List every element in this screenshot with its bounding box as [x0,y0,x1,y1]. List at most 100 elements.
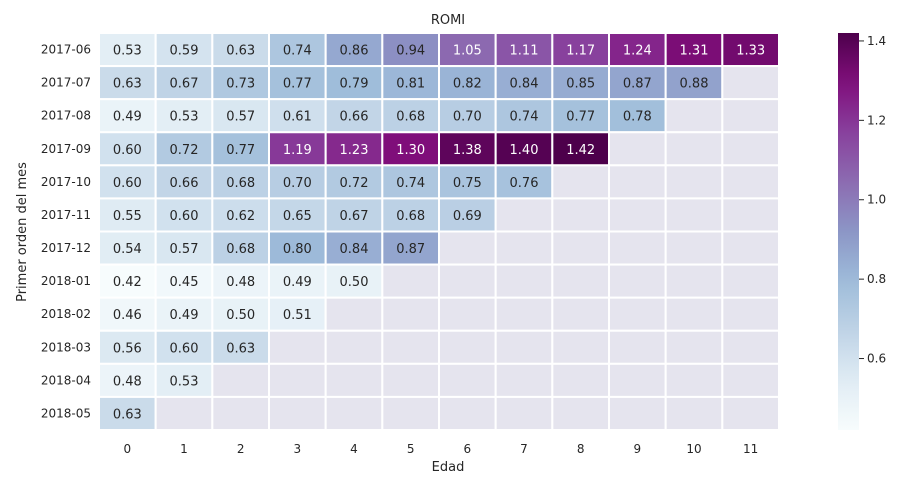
cell-value-label: 0.53 [170,110,199,125]
cell-value-label: 0.62 [226,209,255,224]
heatmap-cell-empty [438,230,497,266]
heatmap-cell-empty [268,395,327,431]
x-tick-label: 4 [350,442,358,456]
x-tick-label: 8 [577,442,585,456]
heatmap-cell-empty [494,263,554,299]
heatmap-cell-empty [211,362,270,398]
heatmap-cell-empty [608,263,667,299]
heatmap-cell-empty [324,296,384,332]
cell-value-label: 0.78 [623,110,652,125]
heatmap-cell-empty [608,395,667,431]
cell-value-label: 0.57 [226,110,255,125]
x-tick-labels: 0 1 2 3 4 5 6 7 8 9 10 11 [124,442,759,456]
heatmap-cell-empty [608,362,667,398]
heatmap-cell-empty [551,164,610,200]
cell-value-label: 0.56 [113,341,142,356]
heatmap-cell [268,65,327,101]
heatmap-cell [211,164,270,200]
heatmap-cell-empty [664,362,724,398]
heatmap-cell-empty [664,329,724,365]
heatmap-cell-empty [494,395,554,431]
cell-value-label: 0.74 [283,44,312,59]
cell-value-label: 0.88 [680,77,709,92]
heatmap-cell [438,65,497,101]
x-tick-label: 11 [743,442,758,456]
heatmap-cell [494,164,554,200]
heatmap-cell-empty [551,395,610,431]
cell-value-label: 0.70 [283,176,312,191]
heatmap-cell-empty [608,164,667,200]
heatmap-cell-empty [721,362,780,398]
heatmap-cell [268,164,327,200]
cell-value-label: 0.53 [170,374,199,389]
heatmap-cell-empty [721,65,780,101]
y-tick-label: 2017-08 [41,109,91,123]
cell-value-label: 0.87 [623,77,652,92]
cell-value-label: 0.70 [453,110,482,125]
cell-value-label: 0.77 [226,143,255,158]
heatmap-cell-empty [494,329,554,365]
heatmap-cell [211,263,270,299]
cell-value-label: 0.68 [396,209,425,224]
heatmap-cell-empty [268,362,327,398]
cell-value-label: 1.17 [566,44,595,59]
heatmap-cell-empty [324,395,384,431]
x-tick-label: 2 [237,442,245,456]
y-tick-label: 2017-09 [41,142,91,156]
heatmap-cell-empty [551,263,610,299]
cell-value-label: 0.48 [226,275,255,290]
cell-value-label: 0.45 [170,275,199,290]
cell-value-label: 0.82 [453,77,482,92]
heatmap-cell-empty [551,197,610,233]
x-axis-label: Edad [432,460,465,475]
cell-value-label: 0.46 [113,308,142,323]
cell-value-label: 1.23 [340,143,369,158]
heatmap-cell-empty [381,362,441,398]
heatmap-cell-empty [608,230,667,266]
heatmap-cell [98,329,157,365]
heatmap-cell-empty [381,329,441,365]
cell-value-label: 0.73 [226,77,255,92]
cell-value-label: 0.60 [170,209,199,224]
cell-value-label: 0.55 [113,209,142,224]
heatmap-cell [324,197,384,233]
heatmap-cell [324,65,384,101]
colorbar-ticks: 0.6 0.8 1.0 1.2 1.4 [859,34,886,366]
heatmap-cell [494,65,554,101]
heatmap-cell [154,230,214,266]
heatmap-cell [494,98,554,134]
cell-value-label: 0.50 [226,308,255,323]
heatmap-cell [324,263,384,299]
x-tick-label: 7 [520,442,528,456]
heatmap-cell-empty [438,263,497,299]
y-tick-label: 2018-04 [41,373,91,387]
x-tick-label: 6 [464,442,472,456]
cell-value-label: 0.42 [113,275,142,290]
cell-value-label: 0.65 [283,209,312,224]
cell-value-label: 0.61 [283,110,312,125]
cell-value-label: 0.75 [453,176,482,191]
heatmap-cell-empty [494,296,554,332]
cell-value-label: 0.63 [113,407,142,422]
cell-value-label: 0.48 [113,374,142,389]
heatmap-cell [268,131,327,167]
heatmap-cell [381,98,441,134]
cell-value-label: 0.49 [113,110,142,125]
heatmap-cell-empty [664,296,724,332]
heatmap-cell-empty [608,197,667,233]
cell-value-label: 0.72 [170,143,199,158]
heatmap-cell-empty [721,164,780,200]
cell-value-label: 0.84 [340,242,369,257]
cell-value-label: 0.63 [226,341,255,356]
heatmap-cell-empty [438,395,497,431]
heatmap-cell-empty [721,329,780,365]
heatmap-cell-empty [381,263,441,299]
cell-value-label: 0.66 [340,110,369,125]
cell-value-label: 1.31 [680,44,709,59]
cell-value-label: 0.60 [113,176,142,191]
cell-value-label: 0.68 [226,242,255,257]
heatmap-cell-empty [664,263,724,299]
heatmap-cell-empty [268,329,327,365]
cell-value-label: 0.69 [453,209,482,224]
